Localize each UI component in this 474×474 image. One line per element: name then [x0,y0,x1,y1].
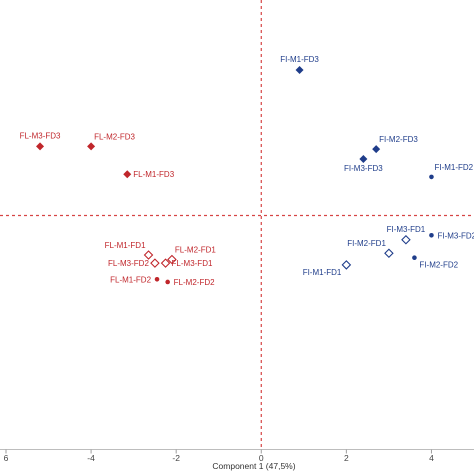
points-group: FL-M3-FD3 FL-M2-FD3 FL-M1-FD3 FL-M1-FD1 FL-M… [20,55,474,287]
data-point-fl-m2-fd2 [165,279,170,285]
point-label-fl-m2-fd1: FL-M2-FD1 [175,246,216,255]
data-point-fi-m3-fd1 [401,234,411,245]
point-label-fl-m3-fd1: FL-M3-FD1 [172,259,213,268]
data-point-fi-m1-fd1 [341,260,352,270]
point-label-fi-m3-fd3: FI-M3-FD3 [344,164,383,173]
data-point-fl-m1-fd1 [143,250,154,260]
data-point-fi-m1-fd3 [295,66,304,75]
x-tick-label: 0 [259,453,264,463]
x-tick-label: -4 [87,453,95,463]
data-point-fl-m3-fd1 [160,258,171,268]
point-label-fl-m3-fd2: FL-M3-FD2 [108,259,149,268]
point-label-fi-m2-fd1: FI-M2-FD1 [347,239,386,248]
point-label-fl-m2-fd3: FL-M2-FD3 [94,132,135,141]
point-label-fi-m1-fd1: FI-M1-FD1 [303,268,342,277]
point-label-fi-m1-fd2: FI-M1-FD2 [434,163,473,172]
point-label-fl-m1-fd1: FL-M1-FD1 [105,241,146,250]
data-point-fi-m2-fd2 [412,255,417,261]
data-point-fl-m3-fd2 [150,258,160,268]
point-label-fi-m3-fd1: FI-M3-FD1 [387,225,426,234]
point-label-fi-m2-fd3: FI-M2-FD3 [379,135,418,144]
point-label-fi-m3-fd2: FI-M3-FD2 [437,231,474,240]
data-point-fi-m1-fd2 [429,174,434,180]
point-label-fl-m3-fd3: FL-M3-FD3 [20,131,61,140]
data-point-fi-m3-fd2 [429,232,434,238]
point-label-fl-m1-fd3: FL-M1-FD3 [133,170,174,179]
x-tick-label: 2 [344,453,349,463]
data-point-fl-m3-fd3 [36,142,45,151]
data-point-fl-m2-fd3 [87,142,96,151]
data-point-fi-m2-fd1 [384,248,394,259]
x-axis-title: Component 1 (47,5%) [212,461,295,471]
x-tick-label: 4 [429,453,434,463]
data-point-fl-m1-fd3 [123,170,132,179]
data-point-fi-m2-fd3 [372,145,381,154]
x-tick-label: 6 [4,453,9,463]
point-label-fi-m2-fd2: FI-M2-FD2 [419,261,458,270]
data-point-fl-m1-fd2 [154,276,160,282]
data-point-fl-m2-fd1 [167,254,177,265]
point-label-fl-m1-fd2: FL-M1-FD2 [110,275,151,284]
point-label-fi-m1-fd3: FI-M1-FD3 [280,55,319,64]
data-point-fi-m3-fd3 [359,154,368,163]
x-tick-label: -2 [172,453,180,463]
x-ticks-group: 6 -4 -2 0 2 4 [4,449,434,463]
point-label-fl-m2-fd2: FL-M2-FD2 [174,278,215,287]
